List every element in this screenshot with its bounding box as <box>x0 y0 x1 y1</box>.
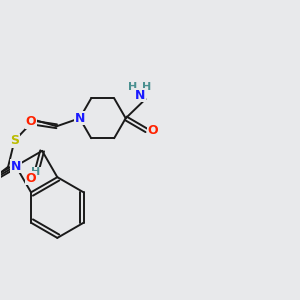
Text: H: H <box>128 82 137 92</box>
Text: O: O <box>148 124 158 137</box>
Text: H: H <box>142 82 152 92</box>
Text: N: N <box>135 89 145 102</box>
Text: O: O <box>26 172 36 184</box>
Text: O: O <box>26 115 36 128</box>
Text: N: N <box>11 160 21 172</box>
Text: N: N <box>74 112 85 125</box>
Text: N: N <box>11 160 21 172</box>
Text: S: S <box>10 134 19 147</box>
Text: H: H <box>31 167 40 177</box>
